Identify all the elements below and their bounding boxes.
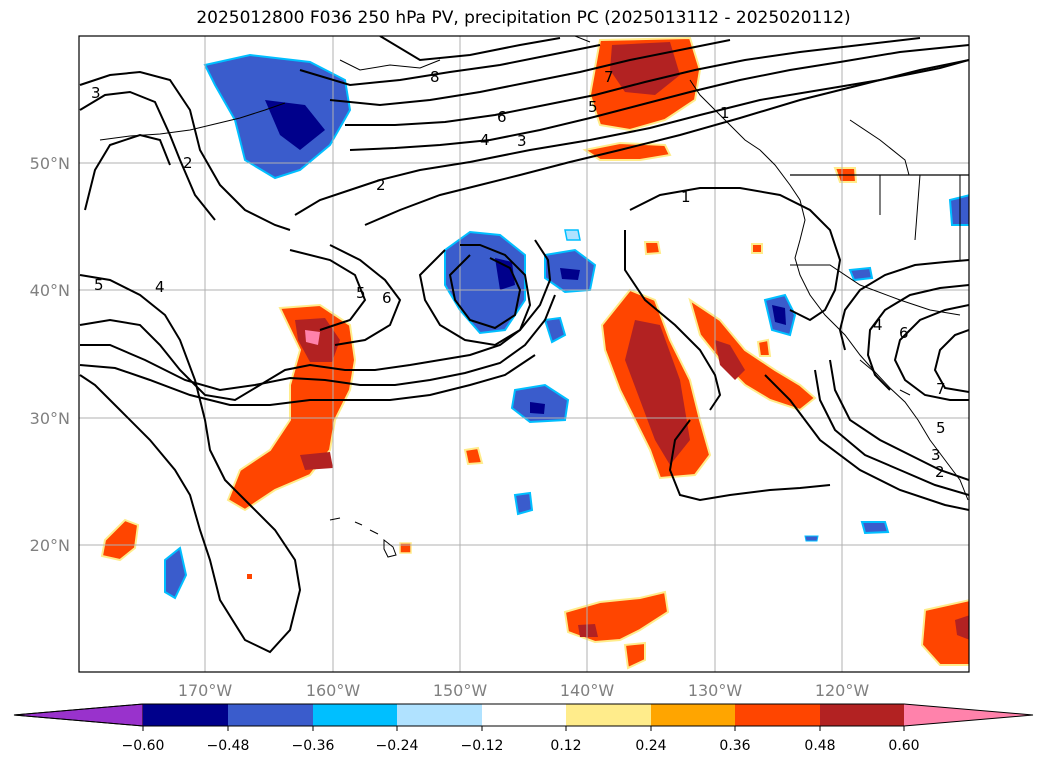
colorbar-segment	[651, 704, 735, 726]
contour-label: 2	[183, 154, 193, 172]
contour-label: 5	[936, 419, 946, 437]
colorbar-tick: 0.60	[888, 738, 919, 754]
contour-label: 5	[356, 284, 366, 302]
colorbar-segment	[566, 704, 651, 726]
contour-label: 6	[382, 289, 392, 307]
contour-label: 3	[91, 84, 101, 102]
contour-label: 4	[480, 131, 490, 149]
lat-label-20n: 20°N	[30, 536, 70, 555]
lat-label-40n: 40°N	[30, 281, 70, 300]
colorbar-tick: −0.36	[292, 738, 335, 754]
contour-label: 5	[94, 276, 104, 294]
lon-label-120w: 120°W	[815, 681, 870, 700]
colorbar-under-arrow	[13, 703, 144, 727]
colorbar: −0.60 −0.48 −0.36 −0.24 −0.12 0.12 0.24 …	[13, 703, 1034, 754]
colorbar-tick: 0.24	[635, 738, 666, 754]
colorbar-over-arrow	[904, 704, 1033, 726]
contour-label: 6	[899, 324, 909, 342]
colorbar-segment	[482, 704, 566, 726]
longitude-labels: 170°W 160°W 150°W 140°W 130°W 120°W	[178, 681, 870, 700]
colorbar-segment	[313, 704, 397, 726]
pv-contour-labels: 3 2 8 6 4 3 7 5 1 1 2 5 4 5 6 4 6 7 5 3 …	[91, 68, 946, 481]
lon-label-130w: 130°W	[688, 681, 743, 700]
latitude-labels: 50°N 40°N 30°N 20°N	[30, 154, 70, 555]
colorbar-tick: −0.24	[376, 738, 419, 754]
colorbar-segment	[143, 704, 228, 726]
colorbar-tick: −0.60	[122, 738, 165, 754]
lon-label-170w: 170°W	[178, 681, 233, 700]
contour-label: 6	[497, 108, 507, 126]
contour-label: 7	[604, 68, 614, 86]
contour-label: 7	[936, 380, 946, 398]
lat-label-50n: 50°N	[30, 154, 70, 173]
colorbar-tick: −0.48	[207, 738, 250, 754]
lon-label-160w: 160°W	[306, 681, 361, 700]
colorbar-segment	[397, 704, 482, 726]
precip-shading	[100, 36, 969, 670]
lon-label-150w: 150°W	[433, 681, 488, 700]
colorbar-tick: −0.12	[461, 738, 504, 754]
contour-label: 3	[517, 132, 527, 150]
colorbar-segment	[820, 704, 904, 726]
contour-label: 4	[873, 316, 883, 334]
contour-label: 8	[430, 68, 440, 86]
map-panel	[79, 36, 969, 672]
contour-label: 5	[588, 98, 598, 116]
contour-label: 1	[681, 188, 691, 206]
lon-label-140w: 140°W	[560, 681, 615, 700]
colorbar-segment	[735, 704, 820, 726]
contour-label: 2	[935, 463, 945, 481]
map-frame	[78, 35, 970, 673]
contour-label: 4	[155, 278, 165, 296]
colorbar-tick: 0.48	[804, 738, 835, 754]
colorbar-tick: 0.12	[550, 738, 581, 754]
colorbar-segment	[228, 704, 313, 726]
map-title: 2025012800 F036 250 hPa PV, precipitatio…	[196, 8, 851, 28]
colorbar-tick: 0.36	[719, 738, 750, 754]
coastlines	[99, 36, 969, 558]
contour-label: 1	[720, 104, 730, 122]
lat-label-30n: 30°N	[30, 409, 70, 428]
pv-contours	[79, 36, 969, 654]
contour-label: 2	[376, 176, 386, 194]
contour-label: 3	[931, 446, 941, 464]
